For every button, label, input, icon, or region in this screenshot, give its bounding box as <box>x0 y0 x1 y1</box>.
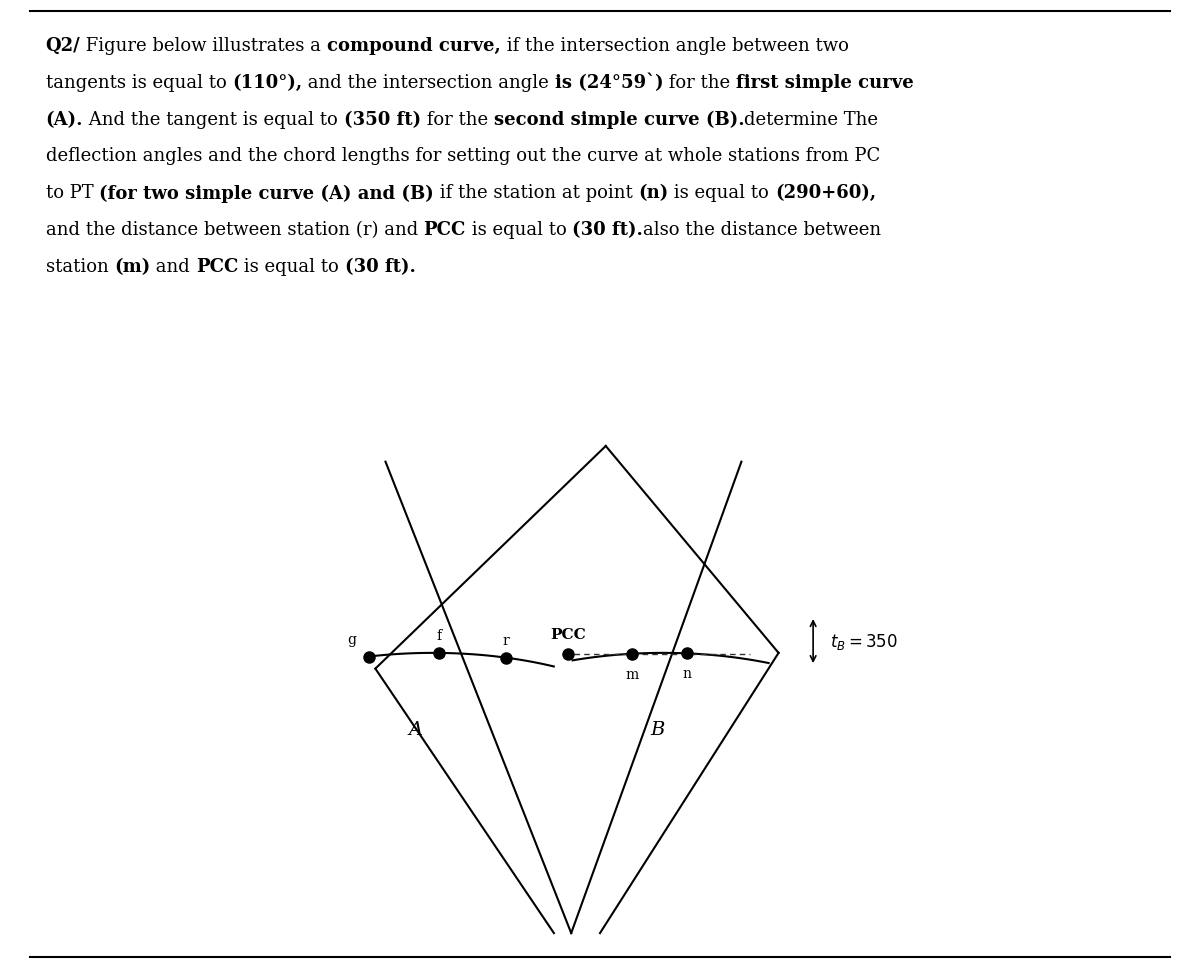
Text: first simple curve: first simple curve <box>737 74 914 92</box>
Text: (for two simple curve (A) and (B): (for two simple curve (A) and (B) <box>98 184 433 203</box>
Text: m: m <box>625 667 638 681</box>
Text: (30 ft).: (30 ft). <box>572 221 643 239</box>
Text: (n): (n) <box>638 184 668 203</box>
Text: for the: for the <box>421 110 493 129</box>
Text: is equal to: is equal to <box>239 258 344 276</box>
Text: second simple curve (B).: second simple curve (B). <box>493 110 744 129</box>
Text: is equal to: is equal to <box>466 221 572 239</box>
Text: determine The: determine The <box>744 110 878 129</box>
Text: $t_B = 350$: $t_B = 350$ <box>830 632 899 651</box>
Text: station: station <box>46 258 114 276</box>
Text: and: and <box>150 258 196 276</box>
Text: A: A <box>409 720 422 738</box>
Text: f: f <box>437 629 442 642</box>
Text: (A).: (A). <box>46 110 83 129</box>
Text: deflection angles and the chord lengths for setting out the curve at whole stati: deflection angles and the chord lengths … <box>46 147 880 166</box>
Text: PCC: PCC <box>196 258 239 276</box>
Text: is equal to: is equal to <box>668 184 775 203</box>
Text: (290+60),: (290+60), <box>775 184 876 203</box>
Text: and the intersection angle: and the intersection angle <box>302 74 554 92</box>
Text: (m): (m) <box>114 258 150 276</box>
Text: Figure below illustrates a: Figure below illustrates a <box>80 37 326 55</box>
Text: (350 ft): (350 ft) <box>343 110 421 129</box>
Text: compound curve,: compound curve, <box>326 37 500 55</box>
Text: and the distance between station (r) and: and the distance between station (r) and <box>46 221 424 239</box>
Text: Q2/: Q2/ <box>46 37 80 55</box>
Text: to PT: to PT <box>46 184 98 203</box>
Text: g: g <box>347 633 356 646</box>
Text: also the distance between: also the distance between <box>643 221 882 239</box>
Text: for the: for the <box>664 74 737 92</box>
Text: n: n <box>682 667 691 681</box>
Text: PCC: PCC <box>550 628 586 641</box>
Text: (110°),: (110°), <box>232 74 302 92</box>
Text: And the tangent is equal to: And the tangent is equal to <box>83 110 343 129</box>
Text: if the station at point: if the station at point <box>433 184 638 203</box>
Text: is (24°59`): is (24°59`) <box>554 74 664 92</box>
Text: PCC: PCC <box>424 221 466 239</box>
Text: if the intersection angle between two: if the intersection angle between two <box>500 37 848 55</box>
Text: tangents is equal to: tangents is equal to <box>46 74 232 92</box>
Text: (30 ft).: (30 ft). <box>344 258 415 276</box>
Text: B: B <box>650 720 665 738</box>
Text: r: r <box>503 634 509 647</box>
